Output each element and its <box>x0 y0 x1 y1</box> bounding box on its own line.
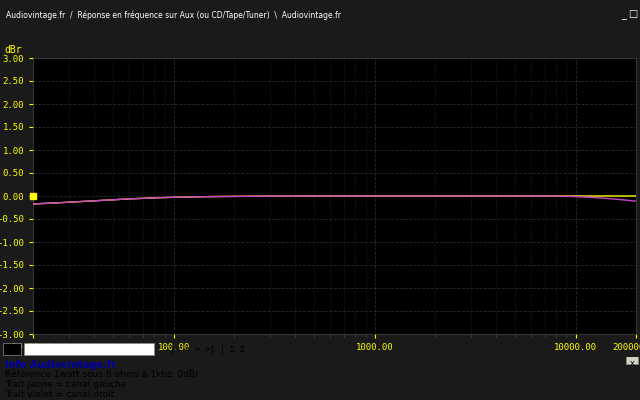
Bar <box>24 344 154 355</box>
Text: Référence 1watt sous 8 ohms à 1khz, 0dBr: Référence 1watt sous 8 ohms à 1khz, 0dBr <box>5 370 199 379</box>
Text: Info Audiovintage.fr: Info Audiovintage.fr <box>5 360 116 370</box>
Text: dBr: dBr <box>4 45 22 55</box>
Text: Trait violet = canal droit: Trait violet = canal droit <box>5 390 115 399</box>
Text: Audiovintage.fr  /  Réponse en fréquence sur Aux (ou CD/Tape/Tuner)  \  Audiovin: Audiovintage.fr / Réponse en fréquence s… <box>6 10 341 20</box>
Text: Trait jaune = canal gauche: Trait jaune = canal gauche <box>5 380 127 389</box>
Bar <box>626 355 638 364</box>
Bar <box>3 344 21 355</box>
Text: _ □ ×: _ □ × <box>621 10 640 20</box>
Text: x: x <box>630 359 634 368</box>
Text: |< < > >| | Σ Σ: |< < > >| | Σ Σ <box>170 345 245 354</box>
